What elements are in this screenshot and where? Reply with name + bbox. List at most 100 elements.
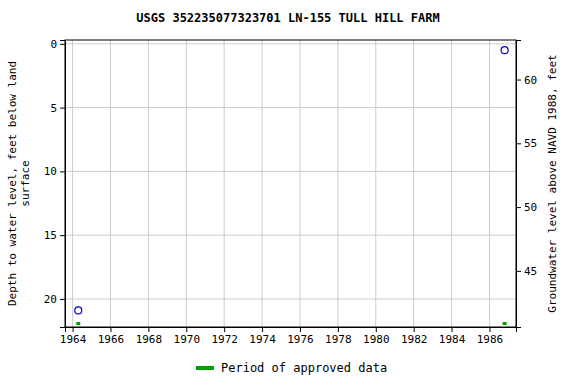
tick: 1974 bbox=[249, 327, 276, 346]
tick-mark bbox=[516, 80, 521, 81]
tick-mark bbox=[224, 327, 225, 332]
data-point bbox=[75, 307, 82, 314]
tick: 10 bbox=[44, 165, 65, 178]
tick-mark bbox=[376, 327, 377, 332]
tick-mark bbox=[60, 44, 65, 45]
tick-label: 1970 bbox=[174, 333, 201, 346]
tick: 15 bbox=[44, 229, 65, 242]
tick-label: 1968 bbox=[136, 333, 163, 346]
grid-line bbox=[375, 40, 376, 327]
tick-mark bbox=[186, 327, 187, 332]
axis: 1964 1966 1968 1970 1972 1974 1976 1978 1980 1982… bbox=[60, 327, 517, 346]
tick-label: 10 bbox=[44, 165, 57, 178]
grid-line bbox=[72, 40, 73, 327]
y-axis-title: Depth to water level, feet below landsur… bbox=[6, 61, 32, 306]
tick-label: 1978 bbox=[325, 333, 352, 346]
tick-mark bbox=[73, 327, 74, 332]
chart: USGS 352235077323701 LN-155 TULL HILL FA… bbox=[0, 0, 576, 384]
tick-mark bbox=[516, 143, 521, 144]
tick-label: 1966 bbox=[98, 333, 125, 346]
tick-label: 1976 bbox=[287, 333, 314, 346]
y2-axis-title: Groundwater level above NAVD 1988, feet bbox=[546, 54, 559, 312]
plot-area bbox=[75, 47, 508, 325]
tick-mark bbox=[148, 327, 149, 332]
axis-line bbox=[517, 41, 522, 328]
grid-line bbox=[262, 40, 263, 327]
legend-label: Period of approved data bbox=[221, 361, 387, 375]
data-point bbox=[501, 47, 508, 54]
tick-label: 15 bbox=[44, 229, 57, 242]
legend-swatch bbox=[196, 366, 214, 370]
tick: 1966 bbox=[98, 327, 125, 346]
tick-label: 1974 bbox=[249, 333, 276, 346]
tick: 0 bbox=[50, 38, 65, 51]
grid-line bbox=[65, 43, 516, 44]
tick-label: 0 bbox=[50, 38, 57, 51]
tick: 1984 bbox=[439, 327, 466, 346]
tick-mark bbox=[60, 235, 65, 236]
tick-label: 5 bbox=[50, 102, 57, 115]
tick-label: 1986 bbox=[477, 333, 504, 346]
tick: 1976 bbox=[287, 327, 314, 346]
tick-label: 55 bbox=[524, 137, 537, 150]
tick-mark bbox=[516, 207, 521, 208]
tick-label: 50 bbox=[524, 201, 537, 214]
tick-label: 1984 bbox=[439, 333, 466, 346]
tick-mark bbox=[60, 171, 65, 172]
tick: 1982 bbox=[401, 327, 428, 346]
tick: 45 bbox=[516, 265, 537, 278]
grid bbox=[65, 40, 516, 327]
approved-period bbox=[503, 322, 507, 325]
approved-period bbox=[76, 322, 80, 325]
grid-line bbox=[451, 40, 452, 327]
legend: Period of approved data bbox=[196, 361, 387, 375]
grid-line bbox=[299, 40, 300, 327]
tick: 1980 bbox=[363, 327, 390, 346]
tick: 1978 bbox=[325, 327, 352, 346]
tick-mark bbox=[452, 327, 453, 332]
tick-mark bbox=[338, 327, 339, 332]
grid-line bbox=[65, 235, 516, 236]
tick: 1968 bbox=[136, 327, 163, 346]
tick: 20 bbox=[44, 293, 65, 306]
axis-line bbox=[66, 328, 517, 333]
tick: 60 bbox=[516, 74, 537, 87]
grid-line bbox=[110, 40, 111, 327]
tick: 50 bbox=[516, 201, 537, 214]
grid-line bbox=[337, 40, 338, 327]
tick-mark bbox=[262, 327, 263, 332]
tick-label: 1964 bbox=[60, 333, 87, 346]
tick-mark bbox=[60, 108, 65, 109]
tick: 5 bbox=[50, 102, 65, 115]
tick-mark bbox=[60, 299, 65, 300]
grid-line bbox=[65, 298, 516, 299]
tick-label: 20 bbox=[44, 293, 57, 306]
tick-label: 1980 bbox=[363, 333, 390, 346]
grid-line bbox=[148, 40, 149, 327]
tick-mark bbox=[300, 327, 301, 332]
tick: 1972 bbox=[211, 327, 238, 346]
tick-mark bbox=[489, 327, 490, 332]
grid-line bbox=[186, 40, 187, 327]
grid-line bbox=[224, 40, 225, 327]
tick-label: 1982 bbox=[401, 333, 428, 346]
grid-line bbox=[413, 40, 414, 327]
tick-label: 60 bbox=[524, 74, 537, 87]
tick: 1986 bbox=[477, 327, 504, 346]
tick-label: 1972 bbox=[211, 333, 238, 346]
tick: 1964 bbox=[60, 327, 87, 346]
grid-line bbox=[489, 40, 490, 327]
tick: 55 bbox=[516, 137, 537, 150]
axis-line bbox=[60, 41, 66, 328]
tick-label: 45 bbox=[524, 265, 537, 278]
tick-mark bbox=[110, 327, 111, 332]
axis: 0 5 10 15 20 bbox=[44, 38, 66, 328]
tick-mark bbox=[414, 327, 415, 332]
title: USGS 352235077323701 LN-155 TULL HILL FA… bbox=[136, 11, 439, 25]
plot-frame bbox=[65, 40, 516, 327]
tick-mark bbox=[516, 271, 521, 272]
tick: 1970 bbox=[174, 327, 201, 346]
grid-line bbox=[65, 107, 516, 108]
axis: 45 50 55 60 bbox=[516, 41, 537, 328]
grid-line bbox=[65, 171, 516, 172]
